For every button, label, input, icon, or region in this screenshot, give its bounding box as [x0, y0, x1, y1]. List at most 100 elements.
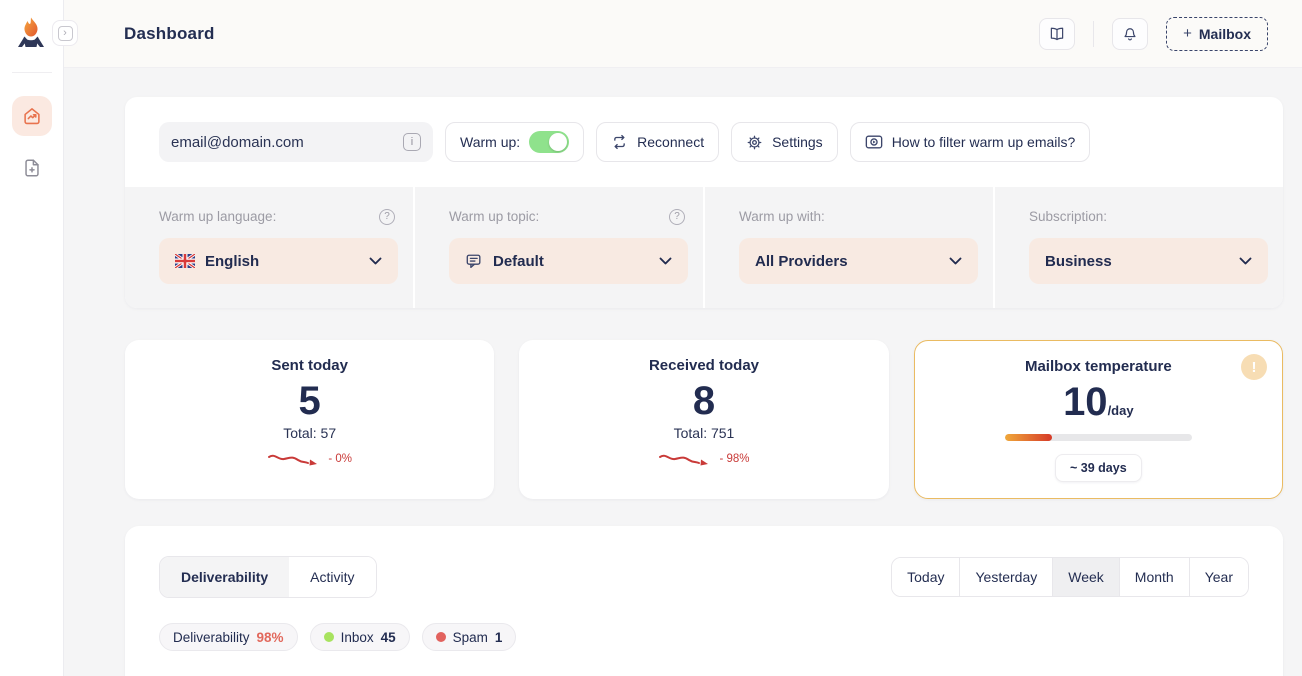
period-month[interactable]: Month	[1118, 558, 1189, 596]
received-today-card: Received today 8 Total: 751 - 98%	[519, 340, 889, 499]
legend-label: Deliverability	[173, 629, 250, 645]
docs-button[interactable]	[1039, 17, 1076, 50]
chevron-right-icon: ›	[57, 25, 73, 41]
sidebar-item-add-file[interactable]	[12, 148, 52, 188]
stat-trend: - 0%	[267, 451, 352, 467]
home-trend-icon	[21, 105, 43, 127]
stat-trend: - 98%	[658, 451, 750, 467]
file-plus-icon	[21, 157, 43, 179]
inbox-dot-icon	[323, 632, 334, 642]
field-subscription: Subscription: Business	[995, 187, 1283, 308]
warmup-toggle-group: Warm up:	[445, 122, 585, 162]
reconnect-button[interactable]: Reconnect	[596, 122, 720, 162]
trend-down-icon	[267, 451, 323, 467]
period-today[interactable]: Today	[892, 558, 960, 596]
legend-value: 45	[380, 629, 396, 645]
add-mailbox-button[interactable]: + Mailbox	[1166, 16, 1268, 51]
legend-label: Inbox	[340, 629, 374, 645]
period-selector: Today Yesterday Week Month Year	[891, 557, 1249, 597]
legend-spam[interactable]: Spam 1	[421, 623, 517, 651]
reconnect-label: Reconnect	[637, 134, 705, 150]
gear-icon	[746, 134, 763, 151]
video-tutorial-icon	[865, 134, 883, 150]
stat-value: 8	[692, 379, 716, 423]
topbar: Dashboard +	[64, 0, 1302, 68]
plus-icon: +	[1183, 25, 1192, 42]
trend-down-icon	[658, 451, 714, 467]
mailbox-temperature-card: ! Mailbox temperature 10/day ~ 39 days	[913, 340, 1283, 499]
flame-logo-icon	[11, 16, 51, 50]
legend-inbox[interactable]: Inbox 45	[309, 623, 410, 651]
stats-row: Sent today 5 Total: 57 - 0% Received tod…	[125, 340, 1283, 499]
filter-help-button[interactable]: How to filter warm up emails?	[849, 122, 1091, 162]
language-value: English	[205, 252, 260, 270]
reconnect-icon	[611, 134, 628, 150]
add-mailbox-label: Mailbox	[1198, 25, 1251, 42]
spam-dot-icon	[435, 632, 446, 642]
subscription-dropdown[interactable]: Business	[1029, 238, 1268, 284]
topic-value: Default	[493, 252, 544, 270]
chat-bubble-icon	[465, 253, 483, 270]
stat-value: 5	[298, 379, 321, 423]
legend-deliverability[interactable]: Deliverability 98%	[159, 623, 298, 651]
field-warmup-topic: Warm up topic: ? Default	[415, 187, 703, 308]
topic-dropdown[interactable]: Default	[449, 238, 688, 284]
app-logo[interactable]	[11, 16, 51, 50]
trend-label: - 98%	[719, 453, 750, 465]
chevron-down-icon	[949, 257, 962, 265]
stat-title: Sent today	[271, 357, 348, 374]
chevron-down-icon	[1239, 257, 1252, 265]
warmup-toggle[interactable]	[529, 131, 570, 153]
field-warmup-with: Warm up with: All Providers	[705, 187, 993, 308]
sidebar-divider	[12, 72, 52, 73]
warmup-settings-card: email@domain.com i Warm up:	[125, 97, 1283, 308]
stat-total: Total: 751	[673, 425, 735, 441]
subscription-value: Business	[1045, 252, 1112, 270]
warning-icon[interactable]: !	[1241, 354, 1267, 380]
toggle-knob	[549, 133, 568, 151]
temperature-progress-track	[1004, 434, 1192, 441]
stat-title: Mailbox temperature	[1024, 358, 1172, 375]
notifications-button[interactable]	[1112, 17, 1149, 50]
field-label: Warm up language:	[159, 209, 277, 224]
providers-value: All Providers	[755, 252, 848, 270]
language-dropdown[interactable]: English	[159, 238, 398, 284]
tab-activity[interactable]: Activity	[289, 557, 376, 597]
sent-today-card: Sent today 5 Total: 57 - 0%	[125, 340, 495, 499]
settings-button[interactable]: Settings	[731, 122, 838, 162]
temperature-unit: /day	[1107, 403, 1134, 418]
field-warmup-language: Warm up language: ?	[125, 187, 413, 308]
legend-value: 1	[494, 629, 503, 645]
sidebar-item-dashboard[interactable]	[12, 96, 52, 136]
tab-deliverability[interactable]: Deliverability	[160, 557, 290, 597]
legend-label: Spam	[452, 629, 488, 645]
field-label: Warm up with:	[739, 209, 825, 224]
period-yesterday[interactable]: Yesterday	[959, 558, 1053, 596]
stat-title: Received today	[648, 357, 760, 374]
help-icon[interactable]: ?	[379, 208, 395, 225]
email-input[interactable]: email@domain.com i	[159, 122, 433, 162]
email-value: email@domain.com	[171, 133, 304, 151]
topbar-actions: + Mailbox	[1039, 16, 1268, 51]
book-icon	[1048, 25, 1066, 43]
stat-value: 10/day	[1063, 381, 1134, 423]
filter-help-label: How to filter warm up emails?	[891, 134, 1076, 150]
providers-dropdown[interactable]: All Providers	[739, 238, 978, 284]
chevron-down-icon	[369, 257, 382, 265]
trend-label: - 0%	[328, 453, 352, 465]
period-week[interactable]: Week	[1052, 558, 1119, 596]
sidebar-collapse-button[interactable]: ›	[52, 20, 78, 46]
panel-tabs: Deliverability Activity	[159, 556, 377, 598]
warmup-controls-row: email@domain.com i Warm up:	[125, 97, 1283, 187]
days-remaining-badge: ~ 39 days	[1055, 454, 1142, 482]
info-icon[interactable]: i	[403, 133, 421, 151]
help-icon[interactable]: ?	[669, 208, 685, 225]
page-title: Dashboard	[124, 23, 215, 43]
stat-total: Total: 57	[283, 425, 337, 441]
field-label: Subscription:	[1029, 209, 1108, 224]
sidebar: ›	[0, 0, 78, 676]
temperature-value: 10	[1063, 380, 1108, 424]
period-year[interactable]: Year	[1188, 558, 1248, 596]
warmup-fields-row: Warm up language: ?	[125, 187, 1283, 308]
